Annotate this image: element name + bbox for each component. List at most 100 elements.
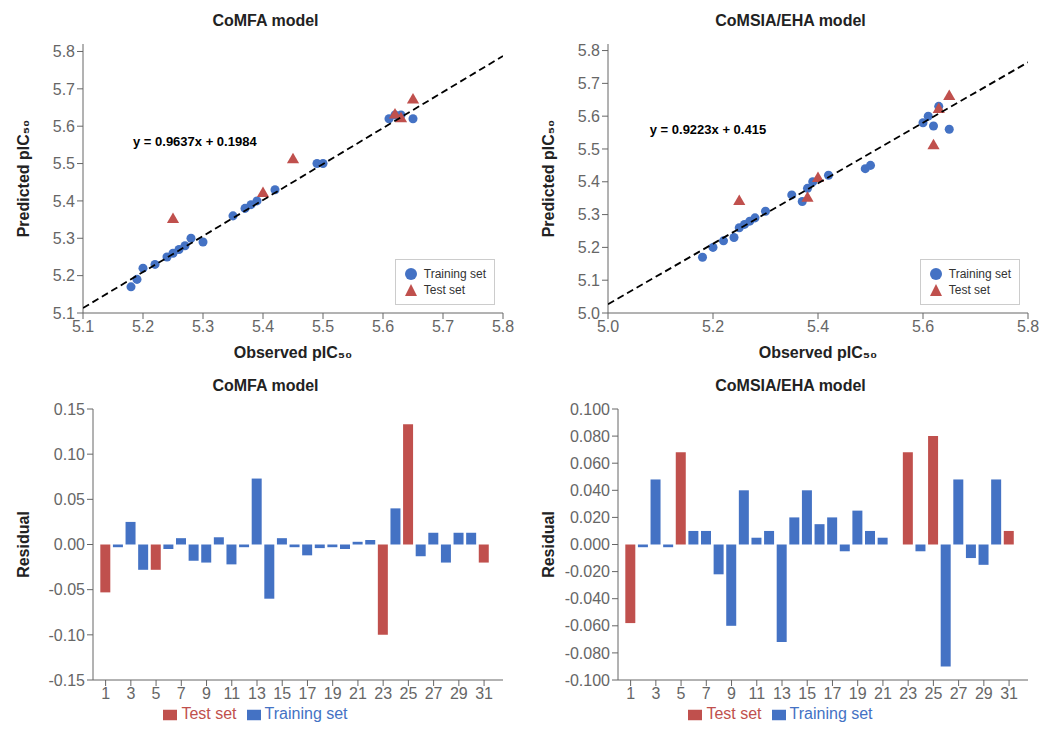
svg-text:7: 7 [702,685,711,702]
svg-text:5.2: 5.2 [702,318,724,335]
svg-text:21: 21 [874,685,892,702]
svg-text:5.5: 5.5 [578,141,600,158]
svg-text:17: 17 [299,685,317,702]
svg-text:Observed pIC₅₀: Observed pIC₅₀ [759,344,878,361]
html-text:Training set: Training set [423,267,486,281]
svg-text:5.7: 5.7 [578,75,600,92]
svg-text:5.4: 5.4 [53,193,75,210]
svg-text:5.7: 5.7 [432,318,454,335]
svg-text:0.15: 0.15 [54,401,85,418]
svg-text:5.3: 5.3 [53,230,75,247]
svg-text:5.4: 5.4 [807,318,829,335]
svg-text:Predicted pIC₅₀: Predicted pIC₅₀ [15,120,32,238]
svg-text:11: 11 [223,685,240,702]
svg-text:5.0: 5.0 [597,318,619,335]
svg-text:0.100: 0.100 [570,401,610,418]
svg-text:0.020: 0.020 [570,509,610,526]
svg-text:9: 9 [202,685,211,702]
svg-text:5.2: 5.2 [578,239,600,256]
svg-text:5.1: 5.1 [53,305,75,322]
svg-text:-0.060: -0.060 [565,617,610,634]
html-text:Training set: Training set [789,705,873,722]
svg-text:5.5: 5.5 [312,318,334,335]
svg-text:5.4: 5.4 [578,173,600,190]
svg-text:0.05: 0.05 [54,491,85,508]
svg-text:-0.080: -0.080 [565,645,610,662]
svg-text:27: 27 [425,685,443,702]
svg-text:5.8: 5.8 [53,43,75,60]
html-text:CoMFA model: CoMFA model [212,377,319,394]
html-text:Training set: Training set [948,267,1011,281]
svg-text:0.080: 0.080 [570,428,610,445]
svg-text:Predicted pIC₅₀: Predicted pIC₅₀ [540,120,557,238]
html-text:Test set: Test set [948,283,991,297]
svg-text:-0.10: -0.10 [49,627,86,644]
svg-text:25: 25 [924,685,942,702]
svg-text:5: 5 [152,685,161,702]
svg-text:-0.100: -0.100 [565,672,610,689]
svg-text:y = 0.9223x + 0.415: y = 0.9223x + 0.415 [650,122,766,137]
svg-text:5.8: 5.8 [492,318,514,335]
svg-text:5.6: 5.6 [53,118,75,135]
svg-text:-0.05: -0.05 [49,581,86,598]
svg-text:5.6: 5.6 [912,318,934,335]
svg-text:Residual: Residual [15,511,32,578]
svg-text:13: 13 [773,685,791,702]
svg-text:5.5: 5.5 [53,155,75,172]
html-text:Test set: Test set [706,705,762,722]
svg-text:7: 7 [177,685,186,702]
svg-text:29: 29 [450,685,468,702]
svg-text:0.00: 0.00 [54,536,85,553]
svg-text:31: 31 [475,685,493,702]
svg-text:0.10: 0.10 [54,446,85,463]
svg-text:5.0: 5.0 [578,305,600,322]
svg-text:5.4: 5.4 [252,318,274,335]
svg-text:5.6: 5.6 [578,108,600,125]
svg-text:5.8: 5.8 [1017,318,1039,335]
svg-text:1: 1 [101,685,110,702]
svg-text:29: 29 [975,685,993,702]
svg-text:19: 19 [849,685,867,702]
svg-text:27: 27 [950,685,968,702]
svg-text:5.1: 5.1 [578,272,600,289]
svg-text:23: 23 [374,685,392,702]
html-text:CoMSIA/EHA model: CoMSIA/EHA model [715,377,866,394]
svg-text:5.3: 5.3 [578,206,600,223]
svg-text:5.7: 5.7 [53,81,75,98]
svg-text:0.040: 0.040 [570,482,610,499]
svg-text:Observed pIC₅₀: Observed pIC₅₀ [234,344,353,361]
svg-text:31: 31 [1000,685,1018,702]
svg-text:-0.15: -0.15 [49,672,86,689]
svg-text:5.8: 5.8 [578,42,600,59]
svg-text:15: 15 [273,685,291,702]
svg-text:5: 5 [677,685,686,702]
html-text:CoMFA model: CoMFA model [212,12,319,29]
svg-text:5.3: 5.3 [192,318,214,335]
svg-text:0.000: 0.000 [570,536,610,553]
html-text:CoMSIA/EHA model: CoMSIA/EHA model [715,12,866,29]
svg-text:y = 0.9637x + 0.1984: y = 0.9637x + 0.1984 [133,134,257,149]
svg-text:5.2: 5.2 [53,267,75,284]
svg-text:3: 3 [126,685,135,702]
svg-text:5.1: 5.1 [72,318,94,335]
svg-text:23: 23 [899,685,917,702]
svg-text:5.6: 5.6 [372,318,394,335]
html-text:Test set: Test set [181,705,237,722]
svg-text:-0.040: -0.040 [565,590,610,607]
svg-text:19: 19 [324,685,342,702]
svg-text:9: 9 [727,685,736,702]
html-text:Test set: Test set [423,283,466,297]
svg-text:-0.020: -0.020 [565,563,610,580]
svg-text:1: 1 [626,685,635,702]
html-text:Training set: Training set [264,705,348,722]
svg-text:11: 11 [748,685,765,702]
svg-text:25: 25 [399,685,417,702]
svg-text:17: 17 [824,685,842,702]
svg-text:13: 13 [248,685,266,702]
svg-text:Residual: Residual [540,511,557,578]
svg-text:21: 21 [349,685,367,702]
svg-text:15: 15 [798,685,816,702]
svg-text:0.060: 0.060 [570,455,610,472]
svg-text:5.2: 5.2 [132,318,154,335]
svg-text:3: 3 [651,685,660,702]
